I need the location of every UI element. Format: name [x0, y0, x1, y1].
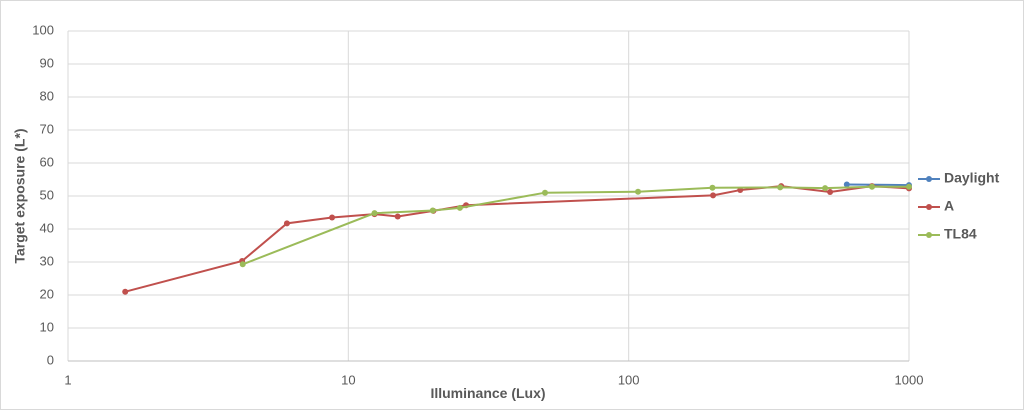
data-point	[429, 207, 436, 214]
legend-marker	[926, 232, 932, 238]
x-tick-label: 100	[618, 372, 640, 387]
x-tick-label: 1000	[895, 372, 924, 387]
legend-marker	[926, 176, 932, 182]
legend-label: A	[944, 198, 954, 214]
legend-marker	[926, 204, 932, 210]
y-tick-label: 20	[40, 286, 54, 301]
y-axis-title: Target exposure (L*)	[12, 128, 28, 263]
data-point	[394, 213, 401, 220]
data-point	[822, 185, 829, 192]
y-tick-label: 10	[40, 319, 54, 334]
y-tick-label: 50	[40, 187, 54, 202]
x-tick-label: 10	[341, 372, 355, 387]
data-point	[635, 188, 642, 195]
data-point	[283, 220, 290, 227]
y-tick-label: 100	[32, 22, 54, 37]
data-point	[239, 261, 246, 268]
data-point	[710, 192, 717, 199]
legend-label: TL84	[944, 226, 977, 242]
y-tick-label: 40	[40, 220, 54, 235]
y-tick-label: 30	[40, 253, 54, 268]
data-point	[709, 184, 716, 191]
series-line	[846, 183, 910, 187]
data-point	[869, 183, 876, 190]
data-point	[456, 204, 463, 211]
data-point	[542, 189, 549, 196]
data-point	[906, 183, 912, 190]
data-point	[843, 181, 850, 188]
y-tick-label: 90	[40, 55, 54, 70]
x-tick-label: 1	[64, 372, 71, 387]
data-point	[777, 184, 784, 191]
y-tick-label: 0	[47, 352, 54, 367]
data-point	[329, 214, 336, 221]
y-tick-label: 60	[40, 154, 54, 169]
data-point	[827, 189, 834, 196]
y-tick-label: 70	[40, 121, 54, 136]
data-point	[122, 288, 129, 295]
data-point	[371, 210, 378, 217]
y-tick-label: 80	[40, 88, 54, 103]
legend-label: Daylight	[944, 170, 1000, 186]
x-axis-title: Illuminance (Lux)	[430, 385, 545, 401]
